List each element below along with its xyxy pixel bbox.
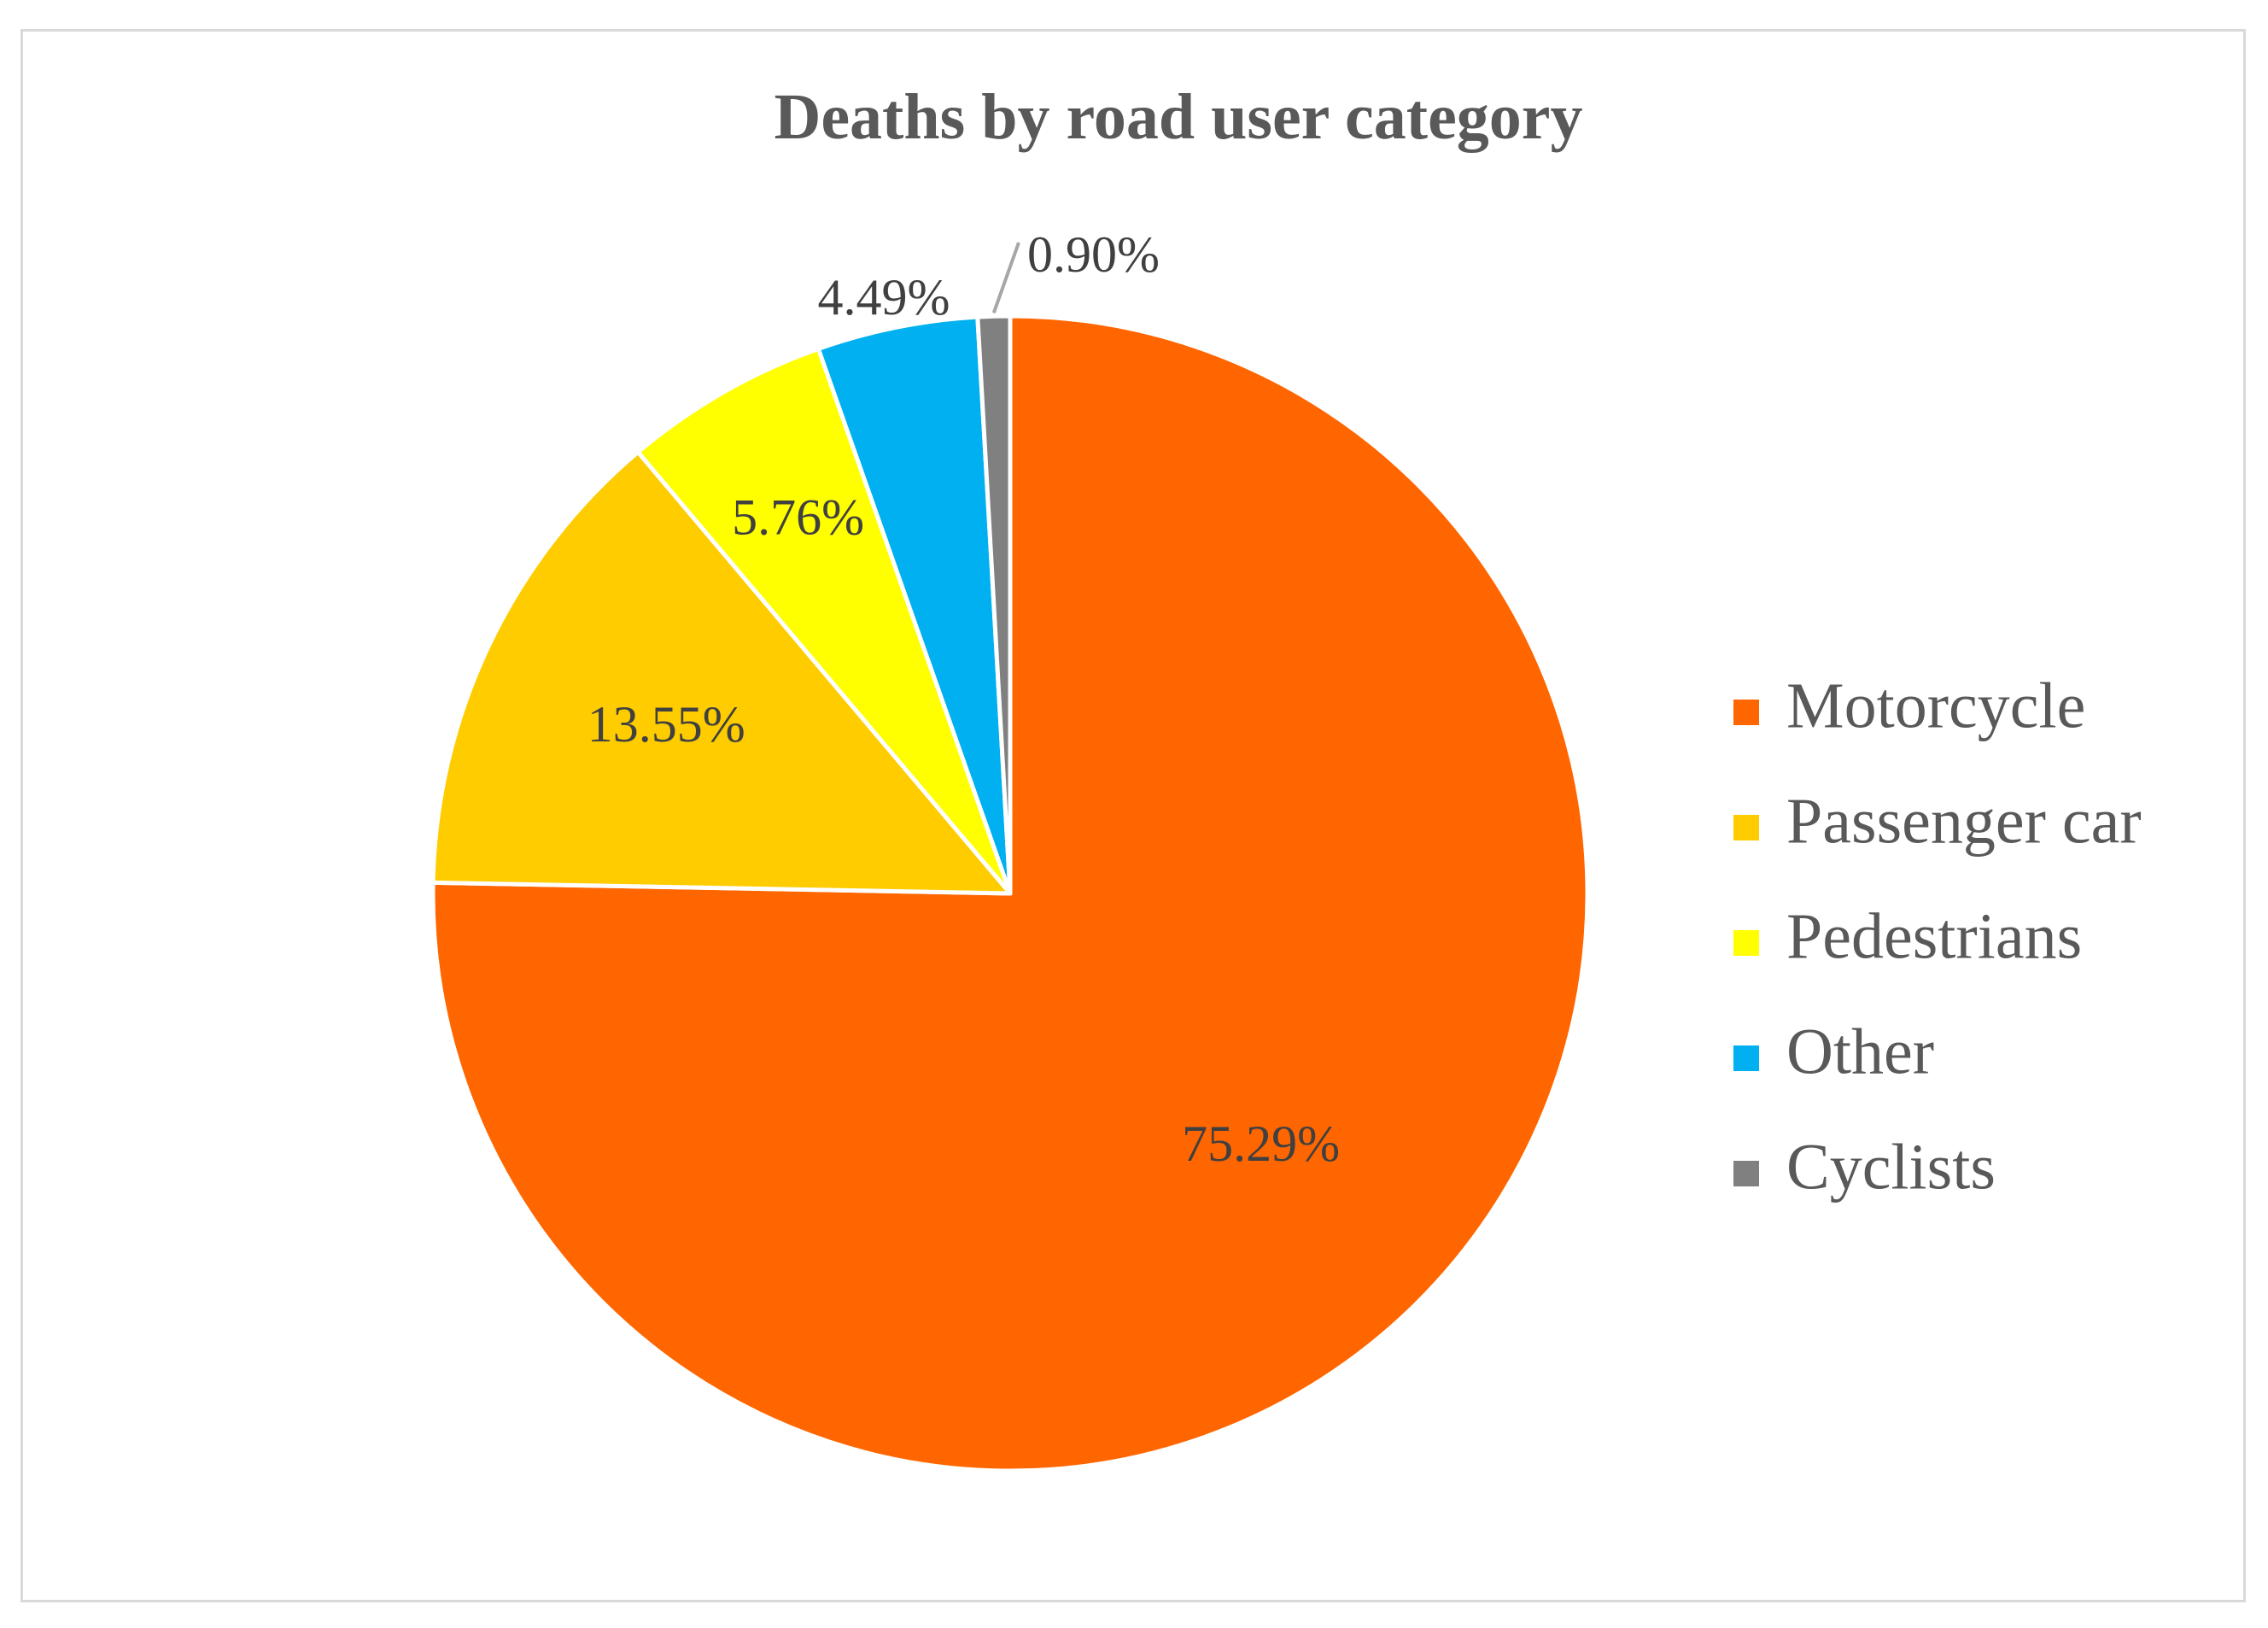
legend: Motorcycle Passenger car Pedestrians Other C…: [1733, 670, 2142, 1203]
legend-item-pedestrians: Pedestrians: [1733, 900, 2082, 972]
pie-slice-other: [815, 314, 1013, 896]
data-label-motorcycle: 75.29%: [1182, 1116, 1340, 1172]
legend-item-cyclists: Cyclists: [1733, 1131, 1996, 1203]
pie-slice-passenger-car: [430, 449, 1013, 896]
legend-label-pedestrians: Pedestrians: [1786, 900, 2082, 972]
chart-title: Deaths by road user category: [774, 81, 1582, 153]
legend-item-passenger-car: Passenger car: [1733, 785, 2142, 857]
data-label-cyclists: 0.90%: [1027, 226, 1160, 283]
pie-slices: [430, 313, 1590, 1473]
legend-item-motorcycle: Motorcycle: [1733, 670, 2085, 741]
leader-line-cyclists: [991, 242, 1020, 313]
legend-label-motorcycle: Motorcycle: [1786, 670, 2085, 741]
legend-swatch-cyclists: [1733, 1161, 1759, 1186]
data-labels: 75.29% 13.55% 5.76% 4.49% 0.90%: [587, 226, 1340, 1172]
leader-lines: [991, 242, 1020, 313]
pie-slice-pedestrians: [635, 346, 1013, 896]
data-label-passenger-car: 13.55%: [587, 696, 745, 753]
legend-label-other: Other: [1786, 1016, 1934, 1087]
legend-label-cyclists: Cyclists: [1786, 1131, 1996, 1203]
pie-slice-cyclists: [975, 313, 1013, 896]
data-label-pedestrians: 5.76%: [732, 489, 864, 546]
legend-swatch-motorcycle: [1733, 700, 1759, 725]
legend-swatch-passenger-car: [1733, 815, 1759, 840]
data-label-other: 4.49%: [818, 269, 950, 325]
legend-label-passenger-car: Passenger car: [1786, 785, 2142, 857]
legend-swatch-other: [1733, 1045, 1759, 1071]
legend-item-other: Other: [1733, 1016, 1934, 1087]
legend-swatch-pedestrians: [1733, 930, 1759, 956]
